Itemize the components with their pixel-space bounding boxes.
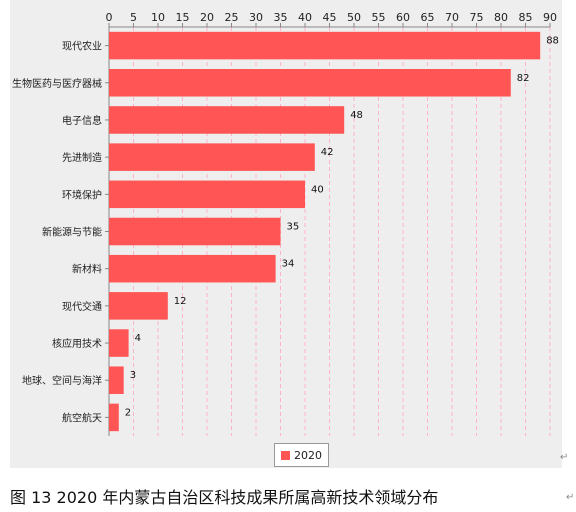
legend-label: 2020: [294, 448, 322, 462]
data-label: 3: [130, 370, 136, 381]
category-label: 核应用技术: [52, 337, 102, 350]
bar: [109, 403, 119, 432]
data-label: 82: [517, 73, 530, 84]
x-tick-label: 75: [470, 11, 484, 24]
category-label: 航空航天: [62, 411, 102, 424]
data-label: 88: [546, 36, 559, 47]
x-tick-label: 40: [298, 11, 312, 24]
data-label: 48: [350, 110, 363, 121]
bar: [109, 292, 168, 320]
x-tick-label: 30: [249, 11, 263, 24]
x-tick-label: 65: [421, 11, 435, 24]
paragraph-mark: ↵: [560, 452, 569, 463]
figure-caption: 图 13 2020 年内蒙古自治区科技成果所属高新技术领域分布: [10, 488, 439, 507]
data-label: 40: [311, 184, 324, 195]
x-tick-label: 20: [200, 11, 214, 24]
x-tick-label: 25: [225, 11, 239, 24]
bar: [109, 69, 511, 97]
x-tick-label: 0: [106, 11, 113, 24]
category-label: 先进制造: [62, 151, 102, 164]
x-tick-label: 80: [494, 11, 508, 24]
x-tick-label: 35: [274, 11, 288, 24]
category-label: 地球、空间与海洋: [22, 374, 102, 387]
bar-chart: 0 5 10 15 20 25 30 35 40 45 50 55 60 65 70 75 80 85 90 现代农业…: [12, 11, 559, 436]
x-tick-label: 50: [347, 11, 361, 24]
bar: [109, 366, 124, 394]
x-tick-label: 70: [445, 11, 459, 24]
data-label: 42: [321, 147, 334, 158]
x-tick-label: 85: [519, 11, 533, 24]
legend-swatch: [281, 450, 290, 460]
x-tick-label: 15: [176, 11, 190, 24]
paragraph-mark: ↵: [566, 492, 575, 503]
bar: [109, 31, 541, 60]
bar: [109, 106, 345, 134]
bar: [109, 254, 276, 283]
category-label: 新能源与节能: [42, 226, 102, 239]
category-label: 环境保护: [62, 188, 102, 201]
category-label: 生物医药与医疗器械: [12, 77, 102, 90]
bar: [109, 329, 129, 357]
category-label: 现代交通: [62, 300, 102, 313]
bar: [109, 180, 305, 209]
x-tick-label: 90: [543, 11, 557, 24]
x-tick-label: 45: [323, 11, 337, 24]
bar: [109, 143, 315, 171]
category-label: 现代农业: [62, 40, 102, 53]
data-label: 12: [174, 296, 187, 307]
data-label: 35: [287, 222, 300, 233]
x-tick-label: 60: [396, 11, 410, 24]
x-tick-label: 55: [372, 11, 386, 24]
bar: [109, 217, 281, 246]
chart-panel: 0 5 10 15 20 25 30 35 40 45 50 55 60 65 70 75 80 85 90 现代农业…: [10, 0, 562, 468]
category-label: 电子信息: [62, 114, 102, 127]
data-label: 34: [282, 259, 295, 270]
legend: 2020: [274, 443, 329, 467]
x-tick-label: 5: [130, 11, 137, 24]
data-label: 2: [125, 407, 131, 418]
category-label: 新材料: [72, 263, 102, 276]
x-tick-label: 10: [151, 11, 165, 24]
data-label: 4: [135, 333, 141, 344]
